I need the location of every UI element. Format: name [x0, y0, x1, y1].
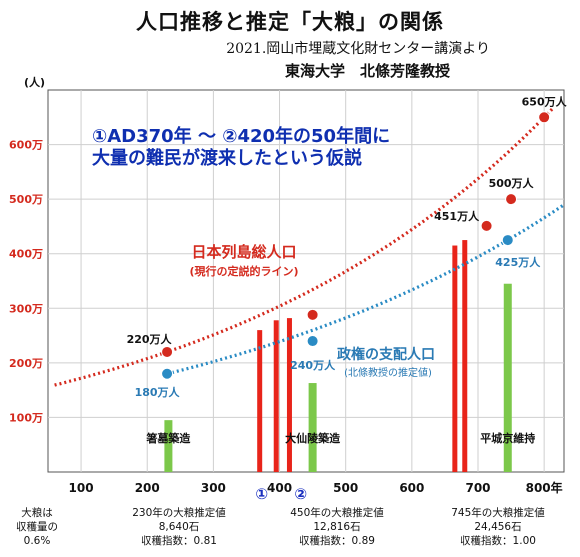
red-bar — [273, 320, 279, 472]
data-points — [161, 111, 551, 380]
total-population-series-name: 日本列島総人口 — [191, 243, 296, 261]
y-tick-label: 300万 — [9, 302, 43, 315]
red-bar — [257, 330, 263, 472]
footer-line: 24,456石 — [474, 521, 522, 533]
total-population-point — [161, 345, 174, 358]
green-bar-label: 箸墓築造 — [146, 431, 191, 445]
y-tick-label: 100万 — [9, 411, 43, 424]
footer-estimate-230: 230年の大粮推定値 8,640石 収穫指数：0.81 — [104, 506, 254, 548]
ruled-population-series-note: (北條教授の推定値) — [344, 366, 432, 379]
hypothesis-line-2: 大量の難民が渡来したという仮説 — [92, 148, 362, 169]
footer-note: 大粮は 収穫量の 0.6% — [8, 506, 66, 548]
footer-line: 450年の大粮推定値 — [290, 507, 384, 519]
x-tick-label: 500 — [333, 481, 358, 495]
green-bar-label: 大仙陵築造 — [285, 431, 341, 445]
x-tick-label: 700 — [465, 481, 490, 495]
footer-line: 230年の大粮推定値 — [132, 507, 226, 519]
green-bar — [164, 420, 173, 472]
hypothesis-line-1: ①AD370年 ～ ②420年の50年間に — [92, 126, 391, 147]
x-tick-label: 600 — [399, 481, 424, 495]
footer-line: 12,816石 — [313, 521, 361, 533]
footer-estimate-450: 450年の大粮推定値 12,816石 収穫指数：0.89 — [262, 506, 412, 548]
y-tick-label: 200万 — [9, 357, 43, 370]
grid-lines — [47, 89, 565, 473]
period-marker: ② — [294, 485, 307, 503]
total-population-point — [538, 111, 551, 124]
ruled-population-point — [501, 234, 514, 247]
total-population-label: 220万人 — [127, 332, 173, 346]
chart-labels: 100 200 300 400 500 600 700 800年 100万 200万 300万 400… — [9, 75, 568, 503]
ruled-population-label: 425万人 — [495, 255, 541, 269]
green-bar-label: 平城京維持 — [480, 431, 535, 445]
ruled-population-series-name: 政権の支配人口 — [337, 346, 435, 363]
footer-note-line: 大粮は — [21, 507, 53, 519]
ruled-population-curve — [166, 203, 565, 376]
y-tick-label: 600万 — [9, 139, 43, 152]
x-tick-label: 300 — [201, 481, 226, 495]
x-tick-label: 200 — [135, 481, 160, 495]
ruled-population-label: 180万人 — [135, 385, 181, 399]
footer-line: 収穫指数：0.89 — [299, 535, 375, 547]
red-bar — [452, 245, 458, 472]
footer-line: 745年の大粮推定値 — [451, 507, 545, 519]
plot-frame — [47, 89, 565, 473]
ruled-population-point — [161, 367, 174, 380]
period-marker: ① — [255, 485, 268, 503]
footer-estimate-745: 745年の大粮推定値 24,456石 収穫指数：1.00 — [423, 506, 573, 548]
ruled-population-point — [306, 335, 319, 348]
footer-line: 収穫指数：1.00 — [460, 535, 536, 547]
red-bar — [286, 318, 292, 472]
total-population-curve — [54, 107, 554, 387]
x-tick-label: 100 — [69, 481, 94, 495]
total-population-point — [480, 219, 493, 232]
footer-note-line: 収穫量の — [16, 521, 58, 533]
y-tick-label: 500万 — [9, 193, 43, 206]
x-tick-label: 400 — [267, 481, 292, 495]
total-population-point — [306, 308, 319, 321]
ruled-population-label: 240万人 — [290, 358, 336, 372]
green-bar — [308, 383, 317, 472]
total-population-series-note: (現行の定説的ライン) — [189, 264, 298, 278]
page-title: 人口推移と推定「大粮」の関係 — [136, 9, 444, 34]
red-bar — [462, 240, 468, 472]
footer-line: 8,640石 — [158, 521, 200, 533]
total-population-label: 451万人 — [434, 209, 480, 223]
y-tick-label: 400万 — [9, 248, 43, 261]
total-population-point — [505, 193, 518, 206]
green-bar — [503, 283, 512, 472]
author-subtitle: 東海大学 北條芳隆教授 — [284, 62, 450, 80]
total-population-label: 500万人 — [489, 176, 535, 190]
footer-line: 収穫指数：0.81 — [141, 535, 217, 547]
footer-note-line: 0.6% — [23, 535, 51, 547]
bars — [164, 240, 512, 472]
x-tick-label: 800年 — [526, 480, 563, 495]
y-axis-label: (人) — [24, 75, 45, 89]
total-population-label: 650万人 — [522, 94, 568, 108]
source-subtitle: 2021.岡山市埋蔵文化財センター講演より — [226, 41, 490, 57]
curves — [54, 107, 565, 387]
